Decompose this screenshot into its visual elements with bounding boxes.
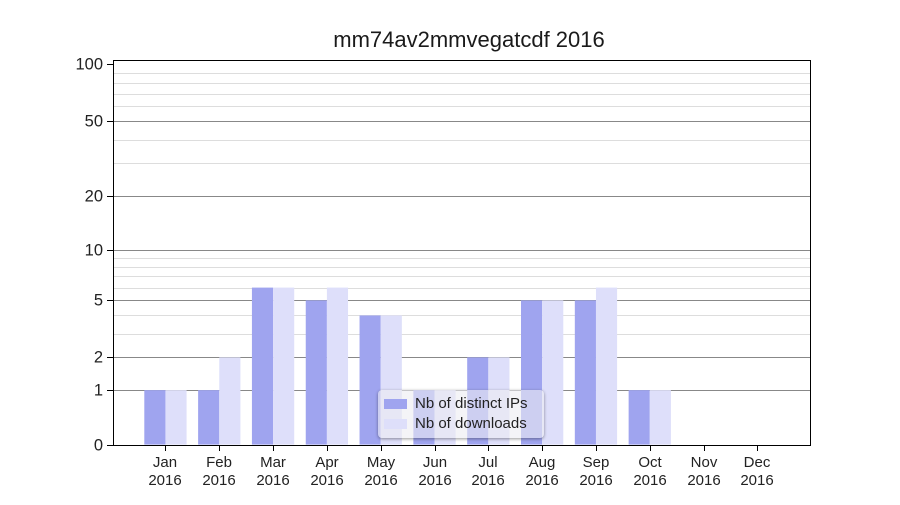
svg-text:Jan: Jan (153, 454, 177, 471)
svg-text:2016: 2016 (471, 472, 504, 489)
svg-text:20: 20 (85, 188, 103, 206)
svg-text:Oct: Oct (638, 454, 662, 471)
svg-text:Jun: Jun (423, 454, 447, 471)
svg-text:50: 50 (85, 113, 103, 131)
svg-text:2016: 2016 (687, 472, 720, 489)
svg-text:5: 5 (94, 292, 103, 310)
svg-text:Dec: Dec (744, 454, 771, 471)
svg-text:2016: 2016 (310, 472, 343, 489)
svg-text:Jul: Jul (478, 454, 497, 471)
svg-text:2016: 2016 (364, 472, 397, 489)
svg-text:2016: 2016 (418, 472, 451, 489)
svg-text:2016: 2016 (579, 472, 612, 489)
svg-text:0: 0 (94, 437, 103, 455)
svg-text:Nov: Nov (691, 454, 718, 471)
svg-text:2: 2 (94, 349, 103, 367)
svg-text:May: May (367, 454, 396, 471)
svg-text:2016: 2016 (525, 472, 558, 489)
svg-text:2016: 2016 (740, 472, 773, 489)
svg-text:2016: 2016 (256, 472, 289, 489)
svg-text:2016: 2016 (202, 472, 235, 489)
svg-text:1: 1 (94, 382, 103, 400)
svg-text:2016: 2016 (633, 472, 666, 489)
svg-text:Apr: Apr (315, 454, 338, 471)
svg-text:Mar: Mar (260, 454, 286, 471)
svg-text:100: 100 (75, 56, 103, 74)
svg-text:2016: 2016 (148, 472, 181, 489)
svg-text:Aug: Aug (529, 454, 556, 471)
svg-text:10: 10 (85, 242, 103, 260)
svg-text:Feb: Feb (206, 454, 232, 471)
svg-text:Sep: Sep (583, 454, 610, 471)
